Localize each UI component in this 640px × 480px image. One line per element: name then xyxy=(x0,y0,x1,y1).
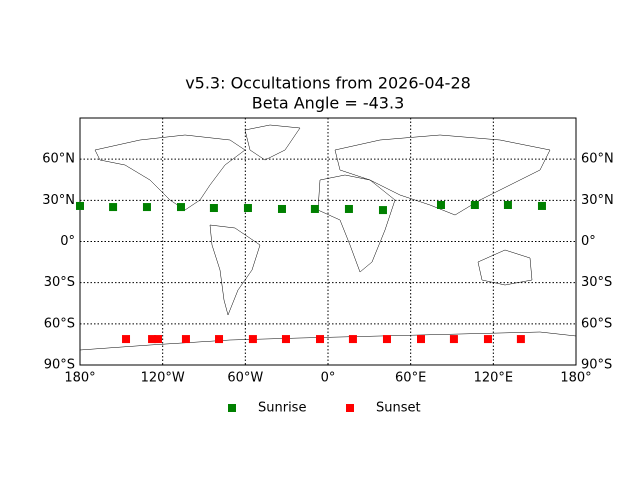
chart-title: v5.3: Occultations from 2026-04-28 xyxy=(185,74,471,93)
chart-subtitle: Beta Angle = -43.3 xyxy=(252,94,405,113)
y-tick-label: 30°N xyxy=(42,193,75,208)
marker xyxy=(153,335,162,344)
marker xyxy=(417,335,425,344)
y-tick-label-right: 30°S xyxy=(581,275,612,290)
marker xyxy=(449,335,458,344)
x-tick-label: 120°W xyxy=(141,371,185,386)
marker xyxy=(142,203,151,212)
marker xyxy=(310,204,319,213)
x-tick-label: 60°W xyxy=(227,371,263,386)
marker xyxy=(378,206,387,215)
marker xyxy=(348,335,357,344)
y-tick-label-right: 60°S xyxy=(581,316,612,331)
y-tick-label: 0° xyxy=(60,234,75,249)
marker xyxy=(516,335,525,344)
y-tick-label: 30°S xyxy=(44,275,75,290)
y-tick-label-right: 90°S xyxy=(581,358,612,373)
marker xyxy=(277,204,286,213)
marker xyxy=(109,203,118,212)
marker xyxy=(436,200,445,209)
marker xyxy=(176,203,185,212)
x-tick-label: 180° xyxy=(560,371,591,386)
legend-swatch xyxy=(228,404,236,412)
marker xyxy=(470,200,479,209)
legend-label: Sunset xyxy=(376,401,421,416)
marker xyxy=(243,204,252,213)
marker xyxy=(382,335,391,344)
x-tick-label: 0° xyxy=(321,371,336,386)
x-tick-label: 180° xyxy=(64,371,95,386)
y-tick-label: 60°S xyxy=(44,316,75,331)
y-tick-label: 60°N xyxy=(42,152,75,167)
marker xyxy=(248,335,257,344)
marker xyxy=(537,201,546,210)
y-tick-label-right: 30°N xyxy=(581,193,614,208)
marker xyxy=(215,335,224,344)
legend-swatch xyxy=(346,404,354,412)
marker xyxy=(344,204,353,213)
y-tick-label-right: 60°N xyxy=(581,152,614,167)
marker xyxy=(483,335,492,344)
y-tick-label: 90°S xyxy=(44,358,75,373)
x-tick-label: 120°E xyxy=(474,371,514,386)
marker xyxy=(148,335,157,344)
y-tick-label-right: 0° xyxy=(581,234,596,249)
marker xyxy=(503,200,512,209)
marker xyxy=(76,201,84,210)
x-tick-label: 60°E xyxy=(395,371,426,386)
marker xyxy=(122,335,131,344)
legend-label: Sunrise xyxy=(258,401,306,416)
marker xyxy=(181,335,190,344)
marker xyxy=(316,335,325,344)
marker xyxy=(281,335,290,344)
marker xyxy=(209,204,218,213)
